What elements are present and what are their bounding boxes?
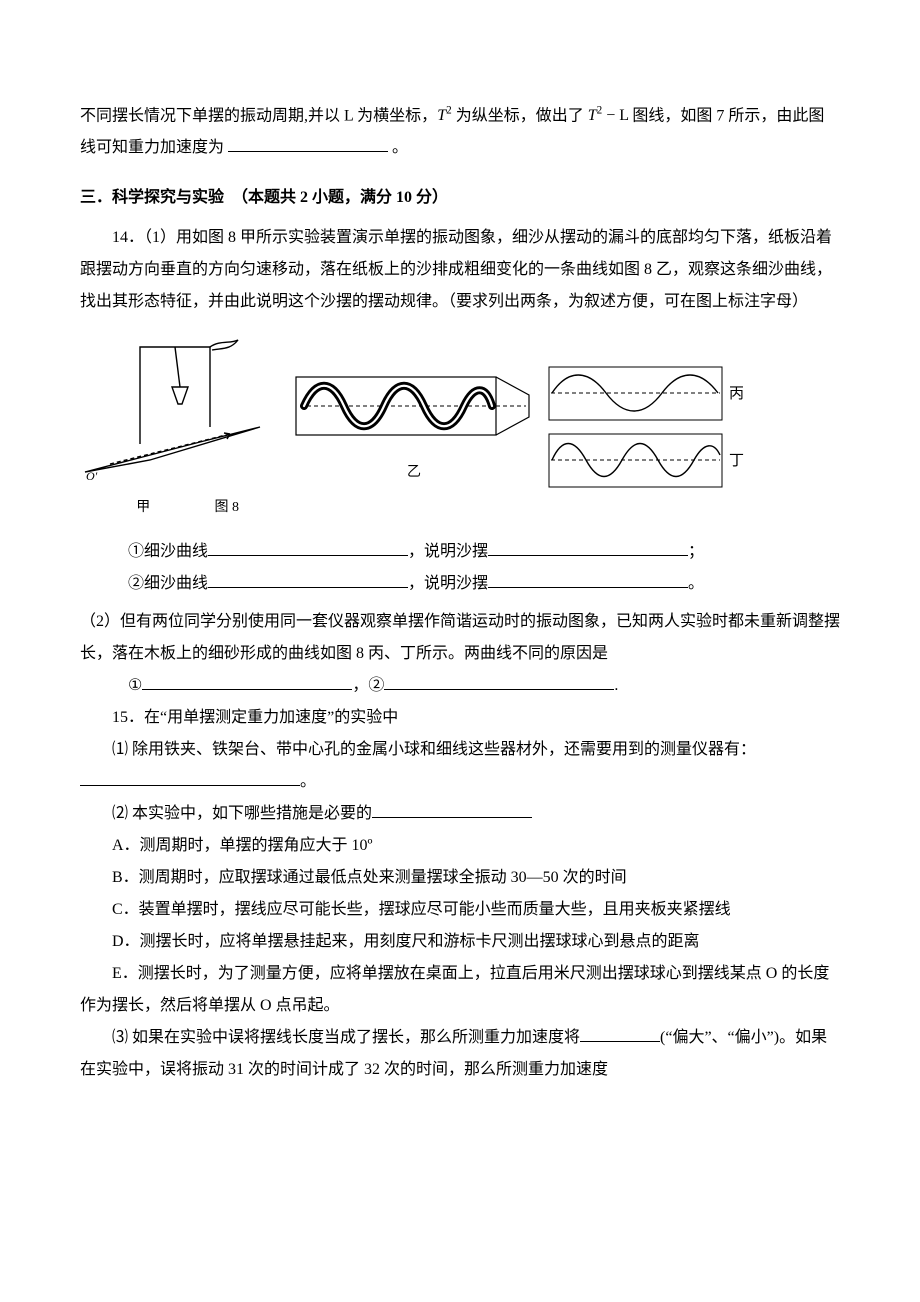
fig-yi-svg (294, 367, 534, 447)
intro-paragraph: 不同摆长情况下单摆的振动周期,并以 L 为横坐标，T2 为纵坐标，做出了 T2 … (80, 100, 840, 164)
cap-bing: 丙 (729, 379, 744, 409)
blank-f2a (208, 571, 408, 588)
minus-l: − L (602, 107, 628, 124)
q14-1-text: 14．（1）用如图 8 甲所示实验装置演示单摆的振动图象，细沙从摆动的漏斗的底部… (80, 222, 840, 318)
fig-jia-svg: O′ (80, 332, 280, 482)
fill1-pre: ①细沙曲线 (128, 543, 208, 560)
q15-1: ⑴ 除用铁夹、铁架台、带中心孔的金属小球和细线这些器材外，还需要用到的测量仪器有… (80, 734, 840, 798)
t2-symbol: T2 (437, 107, 452, 124)
wave-ding-row: 丁 (548, 433, 744, 488)
fill2-end: 。 (688, 575, 704, 592)
blank-r2 (384, 673, 614, 690)
opt-c: C．装置单摆时，摆线应尽可能长些，摆球应尽可能小些而质量大些，且用夹板夹紧摆线 (80, 894, 840, 926)
intro-text-a: 不同摆长情况下单摆的振动周期,并以 L 为横坐标， (80, 107, 437, 124)
blank-q15-3 (580, 1025, 660, 1042)
blank-f2b (488, 571, 688, 588)
opt-e: E．测摆长时，为了测量方便，应将单摆放在桌面上，拉直后用米尺测出摆球球心到摆线某… (80, 958, 840, 1022)
q14-2-text: （2）但有两位同学分别使用同一套仪器观察单摆作简谐运动时的振动图象，已知两人实验… (80, 606, 840, 670)
cap-yi: 乙 (294, 459, 534, 487)
intro-period: 。 (388, 139, 408, 156)
opt-d: D．测摆长时，应将单摆悬挂起来，用刻度尺和游标卡尺测出摆球球心到悬点的距离 (80, 926, 840, 958)
opt-e-text: E．测摆长时，为了测量方便，应将单摆放在桌面上，拉直后用米尺测出摆球球心到摆线某… (80, 958, 840, 1022)
fig-jia-wrap: O′ 甲 图 8 (80, 332, 280, 522)
opt-b: B．测周期时，应取摆球通过最低点处来测量摆球全振动 30—50 次的时间 (80, 862, 840, 894)
q15-1-period: 。 (300, 773, 316, 790)
blank-f1b (488, 539, 688, 556)
intro-text-b: 为纵坐标，做出了 (452, 107, 588, 124)
section3-title: 三．科学探究与实验 （本题共 2 小题，满分 10 分） (80, 182, 840, 214)
q15-2: ⑵ 本实验中，如下哪些措施是必要的 (80, 798, 840, 830)
o-prime-label: O′ (86, 469, 98, 482)
fig8-label: 图 8 (192, 494, 262, 522)
q15-1-text: ⑴ 除用铁夹、铁架台、带中心孔的金属小球和细线这些器材外，还需要用到的测量仪器有… (112, 741, 756, 758)
wave-bing-row: 丙 (548, 366, 744, 421)
blank-r1 (142, 673, 352, 690)
blank-q15-2 (372, 801, 532, 818)
blank-g (228, 135, 388, 152)
q15-3a: ⑶ 如果在实验中误将摆线长度当成了摆长，那么所测重力加速度将 (112, 1029, 580, 1046)
fill1-mid: ，说明沙摆 (408, 543, 488, 560)
cap-jia: 甲 (98, 494, 188, 522)
page: 不同摆长情况下单摆的振动周期,并以 L 为横坐标，T2 为纵坐标，做出了 T2 … (0, 0, 920, 1146)
blank-q15-1 (80, 769, 300, 786)
t-italic-2: T (588, 107, 597, 124)
q15-2-text: ⑵ 本实验中，如下哪些措施是必要的 (112, 805, 372, 822)
fill-two-sep: ，② (352, 677, 384, 694)
q15-title: 15．在“用单摆测定重力加速度”的实验中 (80, 702, 840, 734)
q14-2-fill: ①，②. (80, 670, 840, 702)
blank-f1a (208, 539, 408, 556)
q14-fill1: ①细沙曲线 ，说明沙摆 ； (80, 536, 840, 568)
fill-one: ① (128, 677, 142, 694)
t-italic: T (437, 107, 446, 124)
t2-minus-l: T2 − L (588, 107, 629, 124)
fig-jia-caption-row: 甲 图 8 (80, 494, 280, 522)
opt-a: A．测周期时，单摆的摆角应大于 10º (80, 830, 840, 862)
wave-ding-svg (548, 433, 723, 488)
fig-waves-col: 丙 丁 (548, 366, 744, 488)
cap-ding: 丁 (729, 446, 744, 476)
q15-3: ⑶ 如果在实验中误将摆线长度当成了摆长，那么所测重力加速度将(“偏大”、“偏小”… (80, 1022, 840, 1086)
fill2-mid: ，说明沙摆 (408, 575, 488, 592)
fill1-end: ； (688, 543, 704, 560)
q14-fill2: ②细沙曲线 ，说明沙摆 。 (80, 568, 840, 600)
fill2-pre: ②细沙曲线 (128, 575, 208, 592)
wave-bing-svg (548, 366, 723, 421)
fig-yi-wrap: 乙 (294, 367, 534, 487)
opt-c-text: C．装置单摆时，摆线应尽可能长些，摆球应尽可能小些而质量大些，且用夹板夹紧摆线 (80, 894, 731, 926)
figure-8-group: O′ 甲 图 8 乙 (80, 332, 840, 522)
